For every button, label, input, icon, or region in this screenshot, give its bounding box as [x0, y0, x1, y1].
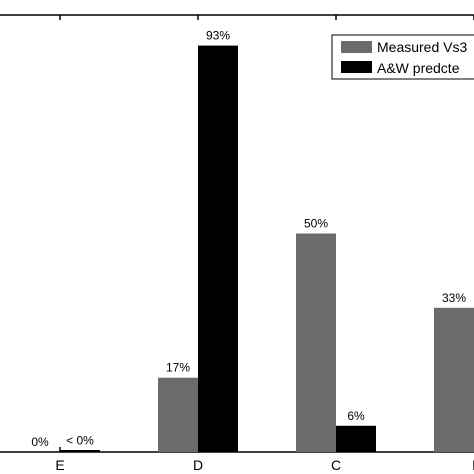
bar-measured-c [296, 233, 336, 452]
legend-label-measured: Measured Vs3 [377, 39, 467, 55]
data-label-aw-predicted-c: 6% [347, 409, 365, 423]
x-tick-label-e: E [55, 457, 64, 473]
x-tick-label-c: C [331, 457, 341, 473]
bar-measured-b [434, 307, 474, 452]
data-label-measured-c: 50% [304, 217, 328, 231]
data-label-aw-predicted-d: 93% [206, 29, 230, 43]
bars-group [60, 45, 474, 453]
data-label-measured-e: 0% [31, 435, 49, 449]
legend-swatch-measured [341, 41, 372, 53]
data-label-aw-predicted-e: < 0% [66, 434, 94, 448]
x-tick-label-d: D [193, 457, 203, 473]
x-tick-labels: EDCI [55, 457, 474, 473]
data-label-measured-b: 33% [442, 291, 466, 305]
bar-labels-group: 0% 17% 50% 33% < 0% 93% 6% [31, 29, 466, 449]
x-ticks [59, 15, 474, 452]
legend: Measured Vs3 A&W predcte [331, 34, 474, 80]
bar-aw-predicted-c [336, 425, 376, 452]
bar-aw-predicted-d [198, 45, 238, 453]
bar-measured-d [158, 377, 198, 452]
data-label-measured-d: 17% [166, 361, 190, 375]
bar-aw-predicted-e [60, 450, 100, 452]
legend-label-aw-predicted: A&W predcte [377, 60, 460, 76]
legend-swatch-aw-predicted [341, 61, 372, 73]
x-tick-label-b: I [472, 457, 474, 473]
